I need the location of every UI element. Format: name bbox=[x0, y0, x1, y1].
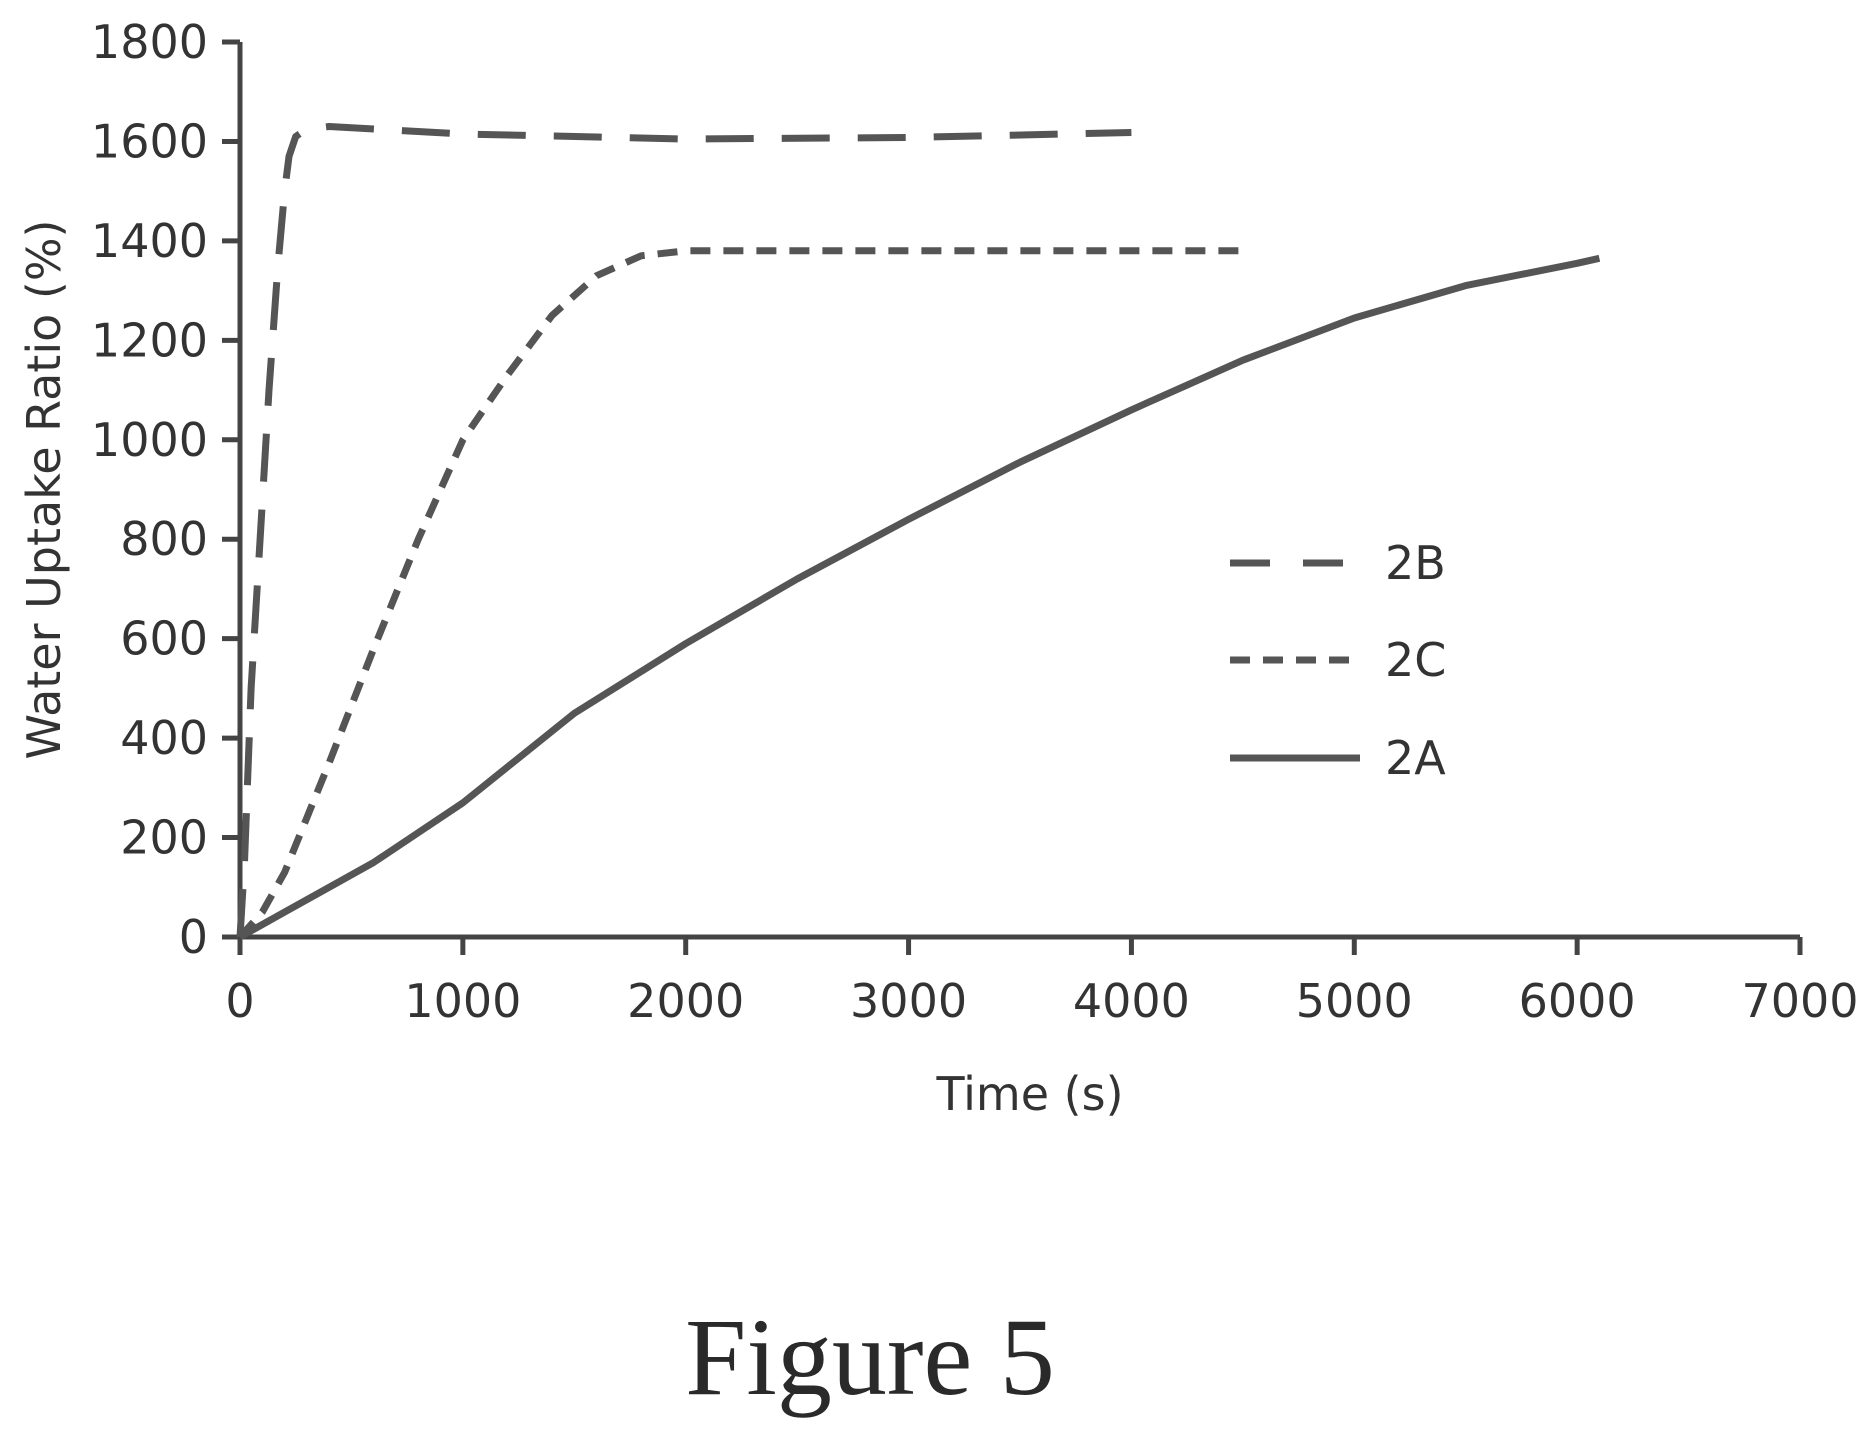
y-tick-label: 1000 bbox=[91, 413, 208, 467]
legend-label-2a: 2A bbox=[1385, 731, 1446, 785]
y-tick-label: 200 bbox=[120, 811, 208, 865]
x-tick-label: 2000 bbox=[627, 974, 744, 1028]
x-tick-label: 4000 bbox=[1073, 974, 1190, 1028]
x-tick-label: 5000 bbox=[1296, 974, 1413, 1028]
y-tick-label: 1600 bbox=[91, 114, 208, 168]
legend: 2B 2C 2A bbox=[1230, 536, 1446, 785]
legend-label-2c: 2C bbox=[1385, 633, 1446, 687]
x-tick-label: 0 bbox=[225, 974, 254, 1028]
x-tick-label: 7000 bbox=[1741, 974, 1858, 1028]
y-tick-label: 1400 bbox=[91, 214, 208, 268]
y-tick-label: 800 bbox=[120, 512, 208, 566]
y-tick-label: 1800 bbox=[91, 15, 208, 69]
legend-label-2b: 2B bbox=[1385, 536, 1446, 590]
x-tick-label: 6000 bbox=[1519, 974, 1636, 1028]
series-line-2c bbox=[237, 247, 1243, 940]
y-tick-label: 600 bbox=[120, 612, 208, 666]
series-line-2b bbox=[236, 123, 1132, 938]
figure-caption: Figure 5 bbox=[685, 1296, 1055, 1418]
y-axis-title: Water Uptake Ratio (%) bbox=[17, 220, 71, 760]
y-ticks: 0 200 400 600 800 1000 1200 1400 1600 1800 bbox=[91, 15, 240, 964]
x-ticks: 0 1000 2000 3000 4000 5000 6000 7000 bbox=[225, 937, 1859, 1028]
x-tick-label: 3000 bbox=[850, 974, 967, 1028]
x-tick-label: 1000 bbox=[404, 974, 521, 1028]
series-line-2a bbox=[238, 254, 1601, 941]
y-tick-label: 400 bbox=[120, 711, 208, 765]
plot-area: 0 1000 2000 3000 4000 5000 6000 7000 0 200 400 600… bbox=[91, 15, 1859, 1028]
x-axis-title: Time (s) bbox=[935, 1067, 1123, 1121]
y-tick-label: 1200 bbox=[91, 313, 208, 367]
series-layer bbox=[236, 123, 1601, 941]
y-tick-label: 0 bbox=[179, 910, 208, 964]
